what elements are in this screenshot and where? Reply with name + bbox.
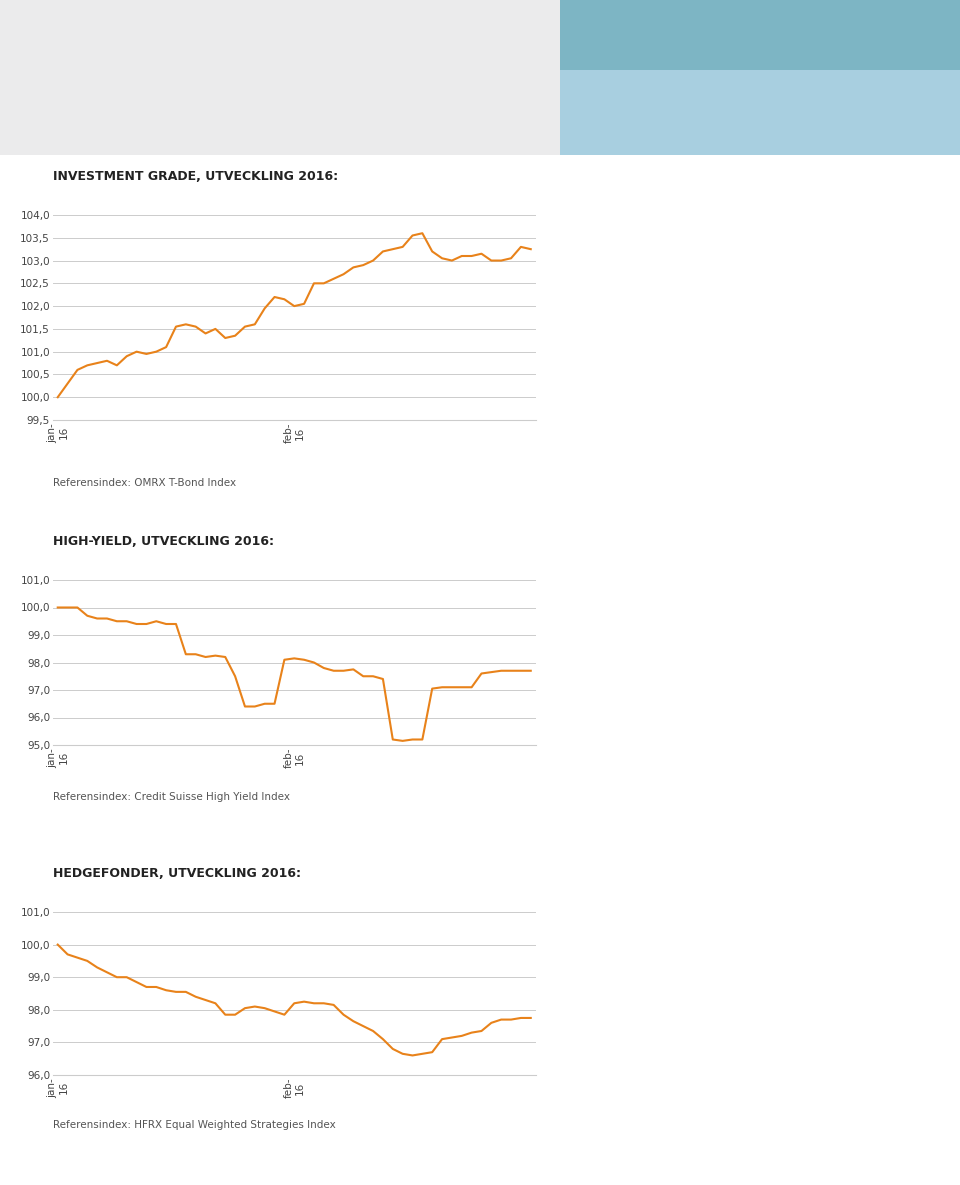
Text: Referensindex: Credit Suisse High Yield Index: Referensindex: Credit Suisse High Yield … <box>53 792 290 802</box>
Text: Referensindex: OMRX T-Bond Index: Referensindex: OMRX T-Bond Index <box>53 478 236 488</box>
Text: HEDGEFONDER, UTVECKLING 2016:: HEDGEFONDER, UTVECKLING 2016: <box>53 867 300 880</box>
Text: HIGH-YIELD, UTVECKLING 2016:: HIGH-YIELD, UTVECKLING 2016: <box>53 534 274 547</box>
Text: Referensindex: HFRX Equal Weighted Strategies Index: Referensindex: HFRX Equal Weighted Strat… <box>53 1120 336 1130</box>
Text: INVESTMENT GRADE, UTVECKLING 2016:: INVESTMENT GRADE, UTVECKLING 2016: <box>53 169 338 182</box>
